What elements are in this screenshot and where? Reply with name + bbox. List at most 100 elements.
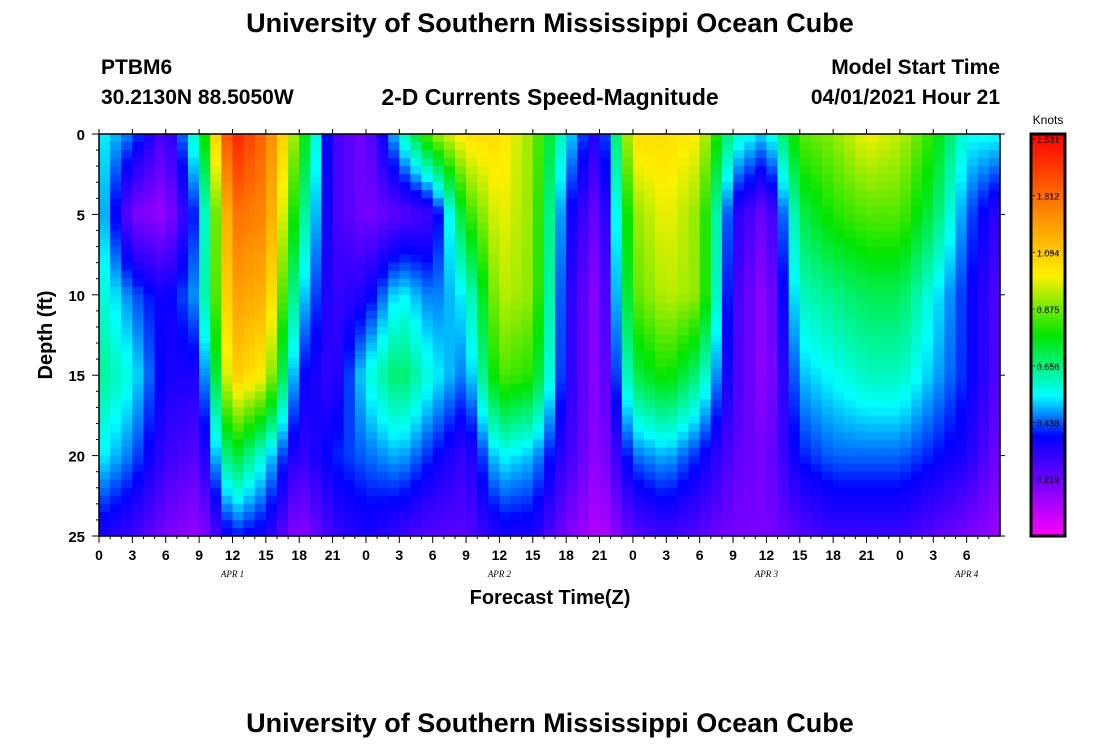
heatmap-cell [132, 198, 145, 207]
heatmap-cell [121, 527, 133, 537]
heatmap-cell [688, 479, 701, 489]
heatmap-cell [788, 527, 801, 537]
heatmap-cell [799, 310, 812, 320]
heatmap-cell [321, 447, 334, 457]
heatmap-cell [132, 447, 145, 457]
heatmap-cell [299, 134, 311, 143]
heatmap-cell [454, 166, 467, 175]
heatmap-cell [632, 335, 645, 344]
heatmap-cell [477, 431, 489, 441]
heatmap-cell [688, 495, 701, 505]
heatmap-cell [143, 495, 156, 505]
heatmap-cell [699, 455, 712, 465]
heatmap-cell [265, 335, 278, 344]
heatmap-cell [399, 391, 412, 400]
heatmap-cell [199, 463, 211, 473]
heatmap-cell [288, 431, 300, 441]
heatmap-cell [254, 407, 267, 416]
heatmap-cell [310, 158, 323, 167]
heatmap-cell [543, 407, 556, 416]
x-tick-label: 15 [258, 547, 274, 563]
heatmap-cell [532, 519, 545, 529]
heatmap-cell [321, 150, 334, 159]
heatmap-cell [276, 182, 289, 191]
heatmap-cell [911, 238, 923, 248]
heatmap-cell [243, 367, 256, 376]
colorbar-swatch [1031, 410, 1065, 414]
heatmap-cell [121, 214, 133, 224]
heatmap-cell [521, 351, 534, 360]
heatmap-cell [799, 142, 812, 151]
heatmap-cell [688, 142, 701, 151]
heatmap-cell [877, 431, 890, 441]
heatmap-cell [677, 511, 690, 521]
heatmap-cell [276, 351, 289, 360]
heatmap-cell [332, 415, 345, 425]
heatmap-cell [521, 198, 534, 207]
heatmap-cell [254, 439, 267, 449]
heatmap-cell [866, 214, 879, 224]
heatmap-cell [388, 399, 400, 408]
heatmap-cell [588, 375, 601, 384]
heatmap-cell [944, 166, 957, 175]
colorbar-swatch [1031, 166, 1065, 170]
heatmap-cell [710, 182, 723, 191]
heatmap-cell [966, 527, 979, 537]
heatmap-cell [588, 503, 601, 513]
heatmap-cell [343, 262, 356, 272]
heatmap-cell [688, 455, 701, 465]
heatmap-cell [343, 495, 356, 505]
heatmap-cell [543, 471, 556, 481]
heatmap-cell [365, 326, 378, 336]
heatmap-cell [644, 278, 656, 288]
heatmap-cell [221, 134, 234, 143]
heatmap-cell [877, 503, 890, 513]
heatmap-cell [532, 310, 545, 320]
heatmap-cell [933, 142, 945, 151]
heatmap-cell [677, 415, 690, 425]
heatmap-cell [644, 351, 656, 360]
heatmap-cell [99, 391, 111, 400]
heatmap-cell [677, 407, 690, 416]
heatmap-cell [944, 190, 957, 199]
heatmap-cell [299, 198, 311, 207]
heatmap-cell [877, 198, 890, 207]
heatmap-cell [688, 391, 701, 400]
heatmap-cell [276, 391, 289, 400]
heatmap-cell [610, 198, 623, 207]
heatmap-cell [799, 294, 812, 304]
heatmap-cell [655, 158, 667, 167]
heatmap-cell [577, 503, 590, 513]
heatmap-cell [477, 254, 489, 264]
heatmap-cell [566, 318, 578, 328]
heatmap-cell [877, 375, 890, 384]
heatmap-cell [833, 270, 845, 280]
heatmap-cell [454, 511, 467, 521]
heatmap-cell [532, 407, 545, 416]
heatmap-cell [532, 415, 545, 425]
colorbar-swatch [1031, 357, 1065, 361]
heatmap-cell [911, 527, 923, 537]
heatmap-cell [488, 431, 501, 441]
heatmap-cell [610, 439, 623, 449]
heatmap-cell [632, 455, 645, 465]
heatmap-cell [555, 407, 567, 416]
heatmap-cell [699, 326, 712, 336]
heatmap-cell [165, 343, 178, 352]
heatmap-cell [466, 134, 478, 143]
heatmap-cell [254, 214, 267, 224]
heatmap-cell [288, 166, 300, 175]
heatmap-cell [632, 158, 645, 167]
heatmap-cell [532, 359, 545, 368]
heatmap-cell [466, 383, 478, 392]
heatmap-cell [655, 326, 667, 336]
heatmap-cell [755, 423, 767, 433]
heatmap-cell [577, 294, 590, 304]
heatmap-cell [454, 270, 467, 280]
heatmap-cell [644, 222, 656, 232]
heatmap-cell [655, 246, 667, 256]
heatmap-cell [288, 511, 300, 521]
heatmap-cell [321, 310, 334, 320]
heatmap-cell [410, 375, 423, 384]
heatmap-cell [799, 495, 812, 505]
